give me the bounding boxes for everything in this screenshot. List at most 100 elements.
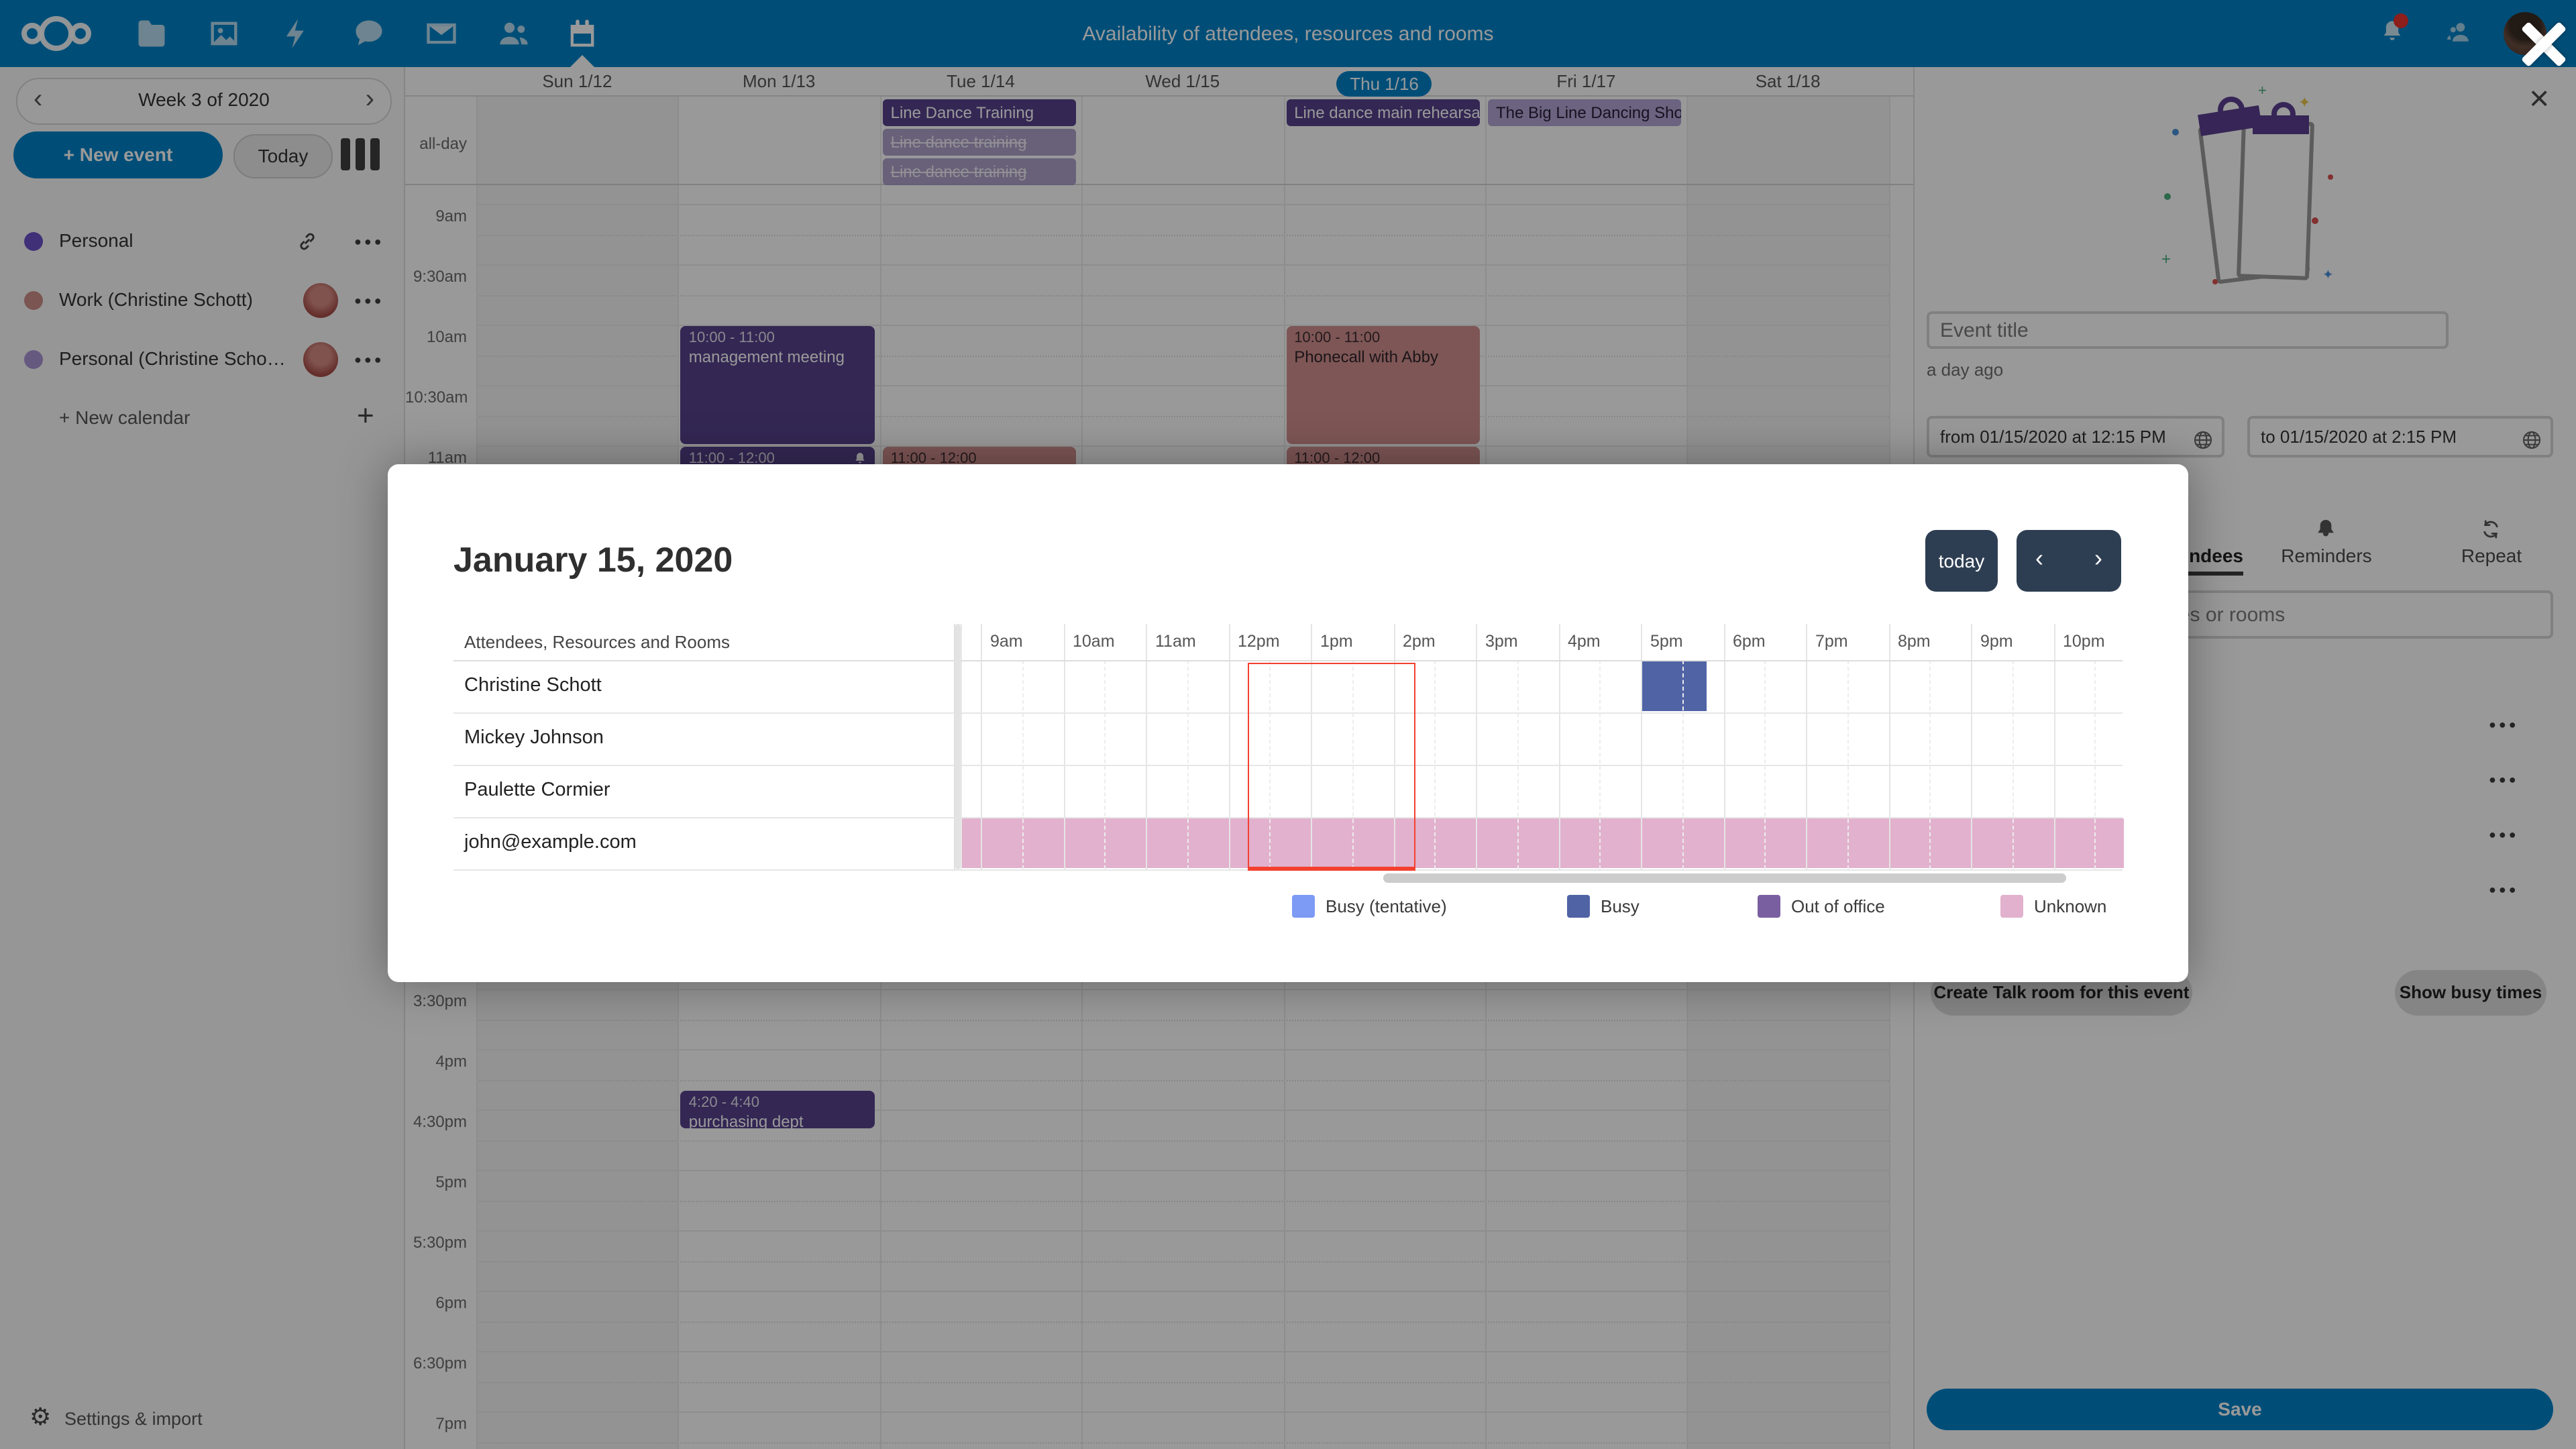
tab-repeat[interactable]: Repeat <box>2411 510 2572 580</box>
calendar-menu-icon[interactable]: ●●● <box>354 294 384 307</box>
day-header[interactable]: Sat 1/18 <box>1755 71 1821 91</box>
close-icon[interactable]: × <box>2529 78 2550 118</box>
calendar-color-dot <box>24 291 43 310</box>
bell-icon <box>2314 518 2337 541</box>
chevron-right-icon[interactable]: › <box>2094 545 2102 572</box>
contacts-menu-icon[interactable] <box>2445 17 2477 50</box>
clipboard-illustration: + + ✦ ✦ <box>2161 83 2334 284</box>
calendar-list-item[interactable]: Personal ●●● <box>0 212 405 271</box>
dialog-prev-next: ‹ › <box>2017 530 2121 592</box>
tab-label: Reminders <box>2281 545 2372 566</box>
week-label[interactable]: Week 3 of 2020 <box>138 89 270 110</box>
allday-event[interactable]: The Big Line Dancing Show <box>1488 99 1682 126</box>
timezone-globe-icon[interactable] <box>2192 427 2214 463</box>
activity-icon[interactable] <box>279 16 314 51</box>
availability-dialog: January 15, 2020 today ‹ › Attendees, Re… <box>388 464 2188 982</box>
next-week-icon[interactable]: › <box>365 85 374 114</box>
attendee-row-menu-icon[interactable]: ●●● <box>2489 718 2519 731</box>
slot-line <box>476 1230 1889 1232</box>
end-datetime-field[interactable]: to 01/15/2020 at 2:15 PM <box>2247 416 2553 458</box>
new-calendar-button[interactable]: + New calendar + <box>0 389 405 448</box>
show-busy-times-button[interactable]: Show busy times <box>2395 970 2546 1016</box>
horizontal-scrollbar[interactable] <box>1383 873 2066 883</box>
event-title: purchasing dept <box>688 1112 804 1129</box>
start-datetime-field[interactable]: from 01/15/2020 at 12:15 PM <box>1927 416 2224 458</box>
calendar-icon[interactable] <box>565 16 600 51</box>
allday-event[interactable]: Line dance training <box>882 129 1077 156</box>
photos-icon[interactable] <box>207 16 241 51</box>
page-title: Availability of attendees, resources and… <box>1082 23 1494 46</box>
time-gutter-label: 9am <box>435 207 467 225</box>
calendar-name: Work (Christine Schott) <box>59 288 253 310</box>
vertical-scrollbar[interactable] <box>955 624 961 869</box>
event-title-input[interactable] <box>1927 311 2449 349</box>
day-header[interactable]: Fri 1/17 <box>1556 71 1616 91</box>
attendee-row-menu-icon[interactable]: ●●● <box>2489 883 2519 896</box>
event-title: management meeting <box>688 347 845 366</box>
hour-label: 10am <box>1073 632 1115 651</box>
day-header[interactable]: Thu 1/16 <box>1283 71 1485 97</box>
attendee-row-menu-icon[interactable]: ●●● <box>2489 828 2519 841</box>
calendar-name: Personal (Christine Scho… <box>59 347 284 369</box>
allday-event[interactable]: Line Dance Training <box>882 99 1077 126</box>
hour-gridline <box>1888 624 1890 869</box>
gear-icon: ⚙ <box>30 1403 52 1430</box>
calendar-menu-icon[interactable]: ●●● <box>354 353 384 366</box>
nextcloud-logo-icon[interactable] <box>21 15 102 52</box>
day-header[interactable]: Wed 1/15 <box>1145 71 1220 91</box>
day-header[interactable]: Sun 1/12 <box>542 71 612 91</box>
attendee-row-name: john@example.com <box>464 832 637 853</box>
settings-import[interactable]: ⚙ Settings & import <box>0 1401 405 1441</box>
day-header[interactable]: Tue 1/14 <box>947 71 1015 91</box>
dialog-today-button[interactable]: today <box>1925 530 1998 592</box>
slot-line <box>476 1019 1889 1020</box>
hour-gridline <box>1063 624 1065 869</box>
prev-week-icon[interactable]: ‹ <box>34 85 43 114</box>
allday-event[interactable]: Line dance training <box>882 158 1077 185</box>
slot-line <box>476 989 1889 990</box>
notification-bell-icon[interactable] <box>2377 13 2410 50</box>
allday-event[interactable]: Line dance main rehearsal <box>1286 99 1480 126</box>
chevron-left-icon[interactable]: ‹ <box>2035 545 2043 572</box>
mail-icon[interactable] <box>424 16 459 51</box>
calendar-list-item[interactable]: Personal (Christine Scho… ●●● <box>0 330 405 389</box>
time-gutter-label: 10am <box>426 327 467 346</box>
calendar-color-dot <box>24 350 43 369</box>
share-link-icon[interactable] <box>295 229 319 254</box>
legend-label: Busy <box>1601 896 1640 916</box>
calendar-list-item[interactable]: Work (Christine Schott) ●●● <box>0 271 405 330</box>
timed-event[interactable]: 4:20 - 4:40 purchasing dept <box>680 1090 875 1129</box>
availability-legend: Busy (tentative) Busy Out of office Unknown <box>388 895 2188 922</box>
contacts-icon[interactable] <box>496 16 531 51</box>
slot-line <box>476 1079 1889 1081</box>
attendee-row-menu-icon[interactable]: ●●● <box>2489 773 2519 786</box>
save-button[interactable]: Save <box>1927 1389 2553 1430</box>
event-title: Phonecall with Abby <box>1294 347 1438 366</box>
day-header[interactable]: Mon 1/13 <box>742 71 816 91</box>
timed-event[interactable]: 10:00 - 11:00 Phonecall with Abby <box>1286 326 1480 444</box>
hour-gridline <box>1228 624 1230 869</box>
view-toggle-icon[interactable] <box>341 138 385 177</box>
files-icon[interactable] <box>134 16 169 51</box>
hour-gridline <box>1641 624 1642 869</box>
slot-line <box>476 1321 1889 1322</box>
legend-label: Out of office <box>1791 896 1885 916</box>
event-selection-outline[interactable] <box>1247 663 1415 871</box>
time-gutter-label: 4pm <box>435 1052 467 1071</box>
timezone-globe-icon[interactable] <box>2521 427 2542 463</box>
legend-swatch <box>1292 895 1315 918</box>
new-event-button[interactable]: + New event <box>13 131 223 178</box>
talk-icon[interactable] <box>352 16 386 51</box>
event-time: 10:00 - 11:00 <box>688 330 775 346</box>
hour-label: 5pm <box>1650 632 1683 651</box>
today-button[interactable]: Today <box>233 134 333 178</box>
legend-label: Busy (tentative) <box>1326 896 1447 916</box>
calendar-menu-icon[interactable]: ●●● <box>354 235 384 248</box>
timed-event[interactable]: 10:00 - 11:00 management meeting <box>680 326 875 444</box>
slot-line <box>476 1140 1889 1141</box>
event-editor-sidebar: × + + ✦ ✦ a day ago from 01/15/2020 at 1… <box>1913 67 2576 1449</box>
slot-line <box>476 234 1889 235</box>
slot-line <box>476 1260 1889 1262</box>
allday-border <box>405 184 1913 185</box>
tab-reminders[interactable]: Reminders <box>2246 510 2407 580</box>
